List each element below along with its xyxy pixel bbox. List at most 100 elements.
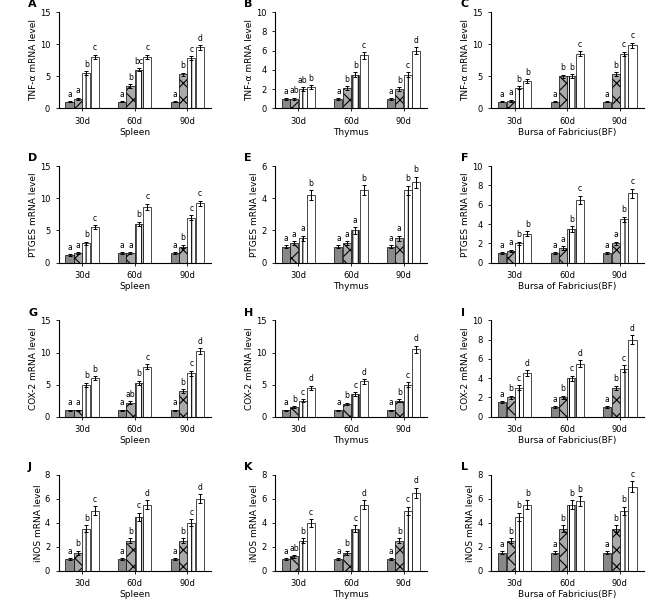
Text: c: c	[93, 43, 97, 52]
Bar	[334, 410, 343, 416]
X-axis label: Spleen: Spleen	[119, 128, 150, 137]
Bar	[343, 88, 351, 108]
Bar	[515, 517, 523, 571]
Text: b: b	[344, 391, 349, 400]
Text: c: c	[517, 374, 521, 383]
Text: b: b	[397, 76, 402, 85]
Bar	[603, 407, 611, 416]
Bar	[506, 251, 515, 263]
Bar	[506, 541, 515, 571]
X-axis label: Thymus: Thymus	[333, 436, 369, 445]
Text: c: c	[145, 353, 150, 362]
Y-axis label: TNF-α mRNA level: TNF-α mRNA level	[462, 19, 470, 101]
Text: b: b	[397, 388, 402, 397]
Bar	[118, 559, 126, 571]
Bar	[143, 207, 151, 263]
Text: a: a	[120, 398, 124, 407]
Text: a: a	[500, 90, 504, 99]
Text: d: d	[198, 483, 202, 492]
Text: b: b	[525, 489, 530, 498]
Bar	[291, 407, 298, 416]
Bar	[515, 243, 523, 263]
Bar	[83, 385, 90, 416]
Text: b: b	[181, 61, 185, 70]
Text: b: b	[406, 174, 410, 183]
Bar	[629, 340, 636, 416]
Bar	[127, 403, 135, 416]
Bar	[343, 404, 351, 416]
Bar	[83, 243, 90, 263]
Bar	[83, 73, 90, 108]
Text: c: c	[630, 31, 634, 40]
Text: A: A	[28, 0, 36, 9]
Y-axis label: iNOS mRNA level: iNOS mRNA level	[466, 484, 475, 561]
Text: a: a	[389, 234, 393, 243]
Bar	[629, 487, 636, 571]
Bar	[343, 553, 351, 571]
Text: K: K	[244, 462, 253, 472]
Text: a: a	[336, 546, 341, 555]
Bar	[412, 50, 420, 108]
Bar	[66, 559, 73, 571]
Text: a: a	[120, 90, 124, 99]
Bar	[359, 191, 368, 263]
Text: b: b	[309, 179, 313, 188]
Bar	[620, 511, 628, 571]
Bar	[404, 75, 411, 108]
Bar	[506, 101, 515, 108]
Text: c: c	[189, 45, 194, 54]
Text: a: a	[614, 230, 618, 239]
Text: ab: ab	[125, 390, 135, 399]
Text: b: b	[181, 234, 185, 242]
Bar	[187, 218, 196, 263]
Text: c: c	[569, 364, 573, 373]
Text: c: c	[189, 508, 194, 517]
Text: b: b	[613, 61, 618, 70]
Bar	[170, 559, 179, 571]
Text: a: a	[500, 241, 504, 250]
Text: b: b	[92, 365, 98, 374]
Bar	[559, 76, 567, 108]
Text: b: b	[525, 219, 530, 228]
Bar	[404, 385, 411, 416]
Bar	[179, 246, 187, 263]
Text: a: a	[300, 224, 305, 233]
Bar	[282, 410, 290, 416]
Text: bc: bc	[135, 57, 144, 66]
Text: b: b	[613, 374, 618, 383]
Bar	[118, 410, 126, 416]
Text: a: a	[389, 87, 393, 96]
X-axis label: Thymus: Thymus	[333, 282, 369, 291]
Text: a: a	[172, 546, 177, 555]
Bar	[334, 559, 343, 571]
Text: c: c	[578, 40, 582, 49]
Text: b: b	[413, 165, 419, 174]
Text: b: b	[621, 205, 627, 214]
Text: a: a	[552, 241, 557, 250]
Bar	[127, 86, 135, 108]
X-axis label: Spleen: Spleen	[119, 436, 150, 445]
Bar	[196, 204, 204, 263]
Bar	[523, 81, 532, 108]
Text: a: a	[389, 546, 393, 555]
Text: a: a	[508, 88, 513, 97]
Bar	[506, 397, 515, 416]
Bar	[576, 200, 584, 263]
Bar	[603, 553, 611, 571]
X-axis label: Bursa of Fabricius(BF): Bursa of Fabricius(BF)	[518, 128, 616, 137]
Bar	[179, 541, 187, 571]
Text: c: c	[309, 507, 313, 516]
Bar	[551, 407, 559, 416]
Text: c: c	[136, 501, 141, 510]
Text: a: a	[508, 239, 513, 248]
Bar	[196, 47, 204, 108]
Text: c: c	[93, 213, 97, 222]
Y-axis label: COX-2 mRNA level: COX-2 mRNA level	[29, 328, 38, 410]
Text: a: a	[120, 546, 124, 555]
X-axis label: Bursa of Fabricius(BF): Bursa of Fabricius(BF)	[518, 436, 616, 445]
Bar	[127, 253, 135, 263]
Text: d: d	[361, 368, 366, 377]
Y-axis label: TNF-α mRNA level: TNF-α mRNA level	[245, 19, 254, 101]
Text: a: a	[75, 87, 81, 96]
Text: a: a	[500, 389, 504, 398]
